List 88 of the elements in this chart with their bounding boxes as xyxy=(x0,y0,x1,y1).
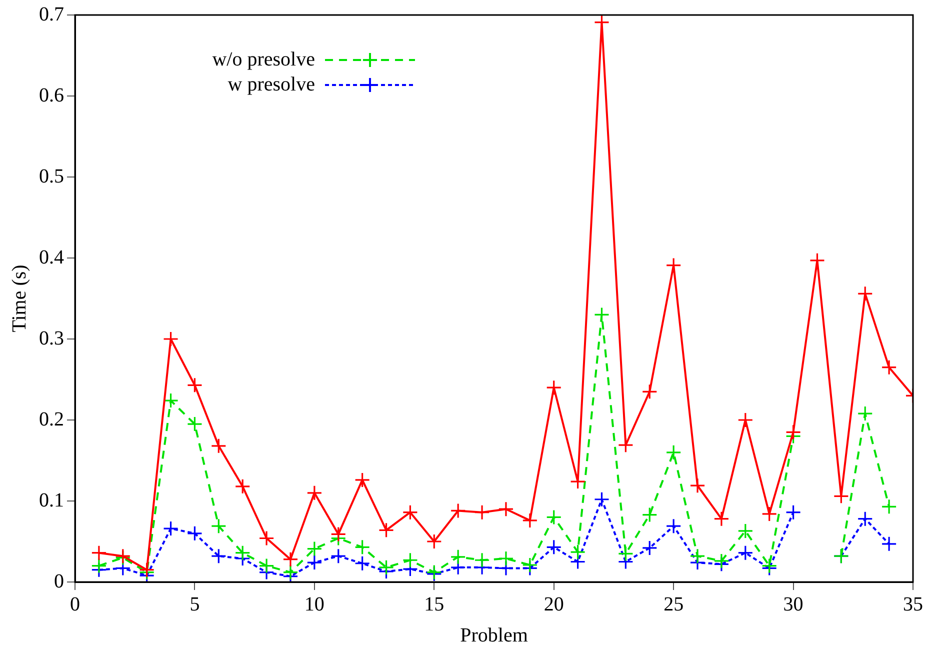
point xyxy=(258,558,274,574)
point xyxy=(210,438,226,454)
point xyxy=(234,478,250,494)
point xyxy=(282,552,298,568)
y-tick-label: 0.1 xyxy=(39,489,64,512)
point xyxy=(450,502,466,519)
point xyxy=(258,530,274,546)
point xyxy=(306,485,322,501)
point xyxy=(474,504,490,520)
point xyxy=(450,549,466,565)
point xyxy=(594,492,610,508)
point xyxy=(162,331,179,347)
point xyxy=(857,511,873,527)
point xyxy=(330,548,346,564)
point xyxy=(522,512,538,528)
point xyxy=(186,377,203,393)
point xyxy=(546,509,562,525)
point xyxy=(210,548,226,564)
y-tick-label: 0.5 xyxy=(39,165,64,188)
point xyxy=(785,504,802,520)
x-tick-label: 15 xyxy=(424,593,444,616)
y-tick-label: 0.7 xyxy=(39,3,64,26)
point xyxy=(690,478,706,494)
point xyxy=(186,526,203,542)
point xyxy=(210,518,226,534)
point xyxy=(785,424,802,440)
point xyxy=(91,558,107,574)
point xyxy=(762,506,778,522)
point xyxy=(498,550,514,566)
point xyxy=(618,546,634,562)
point xyxy=(354,539,370,555)
point xyxy=(378,522,394,538)
point xyxy=(881,360,897,376)
point xyxy=(690,548,706,564)
point xyxy=(306,540,322,557)
y-tick-label: 0.3 xyxy=(39,327,64,350)
y-tick-label: 0.4 xyxy=(39,246,64,268)
point xyxy=(330,526,346,542)
y-tick-label: 0.6 xyxy=(39,84,64,106)
point xyxy=(522,557,538,573)
point xyxy=(594,306,610,322)
point xyxy=(642,384,658,400)
point xyxy=(666,257,682,274)
point xyxy=(354,472,370,488)
point xyxy=(666,444,682,460)
point xyxy=(402,504,418,520)
x-tick-label: 35 xyxy=(903,593,923,616)
point xyxy=(857,286,873,302)
x-axis-title: Problem xyxy=(460,624,528,646)
y-tick-label: 0 xyxy=(54,570,64,592)
point xyxy=(91,545,107,561)
point xyxy=(618,437,634,453)
point xyxy=(714,511,730,527)
y-tick-label: 0.2 xyxy=(39,408,64,430)
point xyxy=(426,534,442,550)
y-axis-title: Time (s) xyxy=(8,264,30,332)
point xyxy=(378,560,394,576)
point xyxy=(738,545,754,561)
x-tick-label: 10 xyxy=(304,593,324,616)
legend-label: w presolve xyxy=(228,73,316,96)
point xyxy=(738,523,754,539)
legend-label: w/o presolve xyxy=(212,48,316,70)
point xyxy=(642,540,658,556)
point xyxy=(402,552,418,568)
point xyxy=(857,406,873,422)
point xyxy=(474,552,490,568)
point xyxy=(186,416,203,432)
x-tick-label: 20 xyxy=(544,593,564,616)
point xyxy=(546,539,562,555)
point xyxy=(306,554,322,570)
point xyxy=(714,553,730,569)
point xyxy=(234,545,250,561)
point xyxy=(570,474,586,490)
point xyxy=(498,501,514,517)
x-tick-label: 0 xyxy=(70,593,80,616)
point xyxy=(881,498,897,514)
point xyxy=(642,506,658,523)
point xyxy=(162,520,179,536)
point xyxy=(881,536,897,552)
point xyxy=(354,556,370,572)
point xyxy=(666,518,682,534)
point xyxy=(546,380,562,396)
point xyxy=(282,564,298,580)
x-tick-label: 5 xyxy=(190,593,200,616)
x-tick-label: 25 xyxy=(664,593,684,616)
point xyxy=(738,412,754,428)
point xyxy=(570,544,586,560)
x-tick-label: 30 xyxy=(783,593,804,616)
